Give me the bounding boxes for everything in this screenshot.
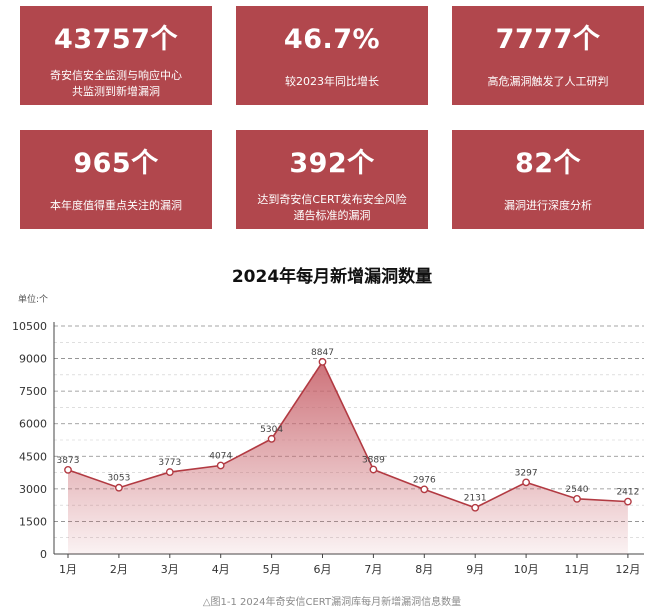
data-point [369, 465, 378, 474]
data-label: 3297 [515, 468, 538, 478]
x-tick-label: 8月 [415, 563, 433, 576]
stat-description: 漏洞进行深度分析 [458, 198, 638, 214]
x-tick-label: 10月 [514, 563, 539, 576]
x-tick-label: 9月 [466, 563, 484, 576]
stat-card: 43757个 奇安信安全监测与响应中心 共监测到新增漏洞 [20, 6, 212, 105]
data-label: 2976 [413, 475, 436, 485]
stat-description-line: 奇安信安全监测与响应中心 [50, 69, 182, 82]
x-tick-label: 6月 [314, 563, 332, 576]
stat-value: 7777个 [495, 24, 601, 55]
y-tick-label: 3000 [19, 483, 47, 496]
data-point [115, 483, 123, 492]
stat-card: 82个 漏洞进行深度分析 [452, 130, 644, 229]
data-point [318, 357, 327, 366]
data-label: 2131 [464, 494, 487, 504]
y-tick-label: 6000 [19, 418, 47, 431]
data-point [471, 503, 480, 512]
y-tick-label: 10500 [12, 320, 47, 333]
stat-description-line: 共监测到新增漏洞 [72, 85, 160, 98]
data-point [216, 461, 225, 470]
stat-value: 392个 [289, 148, 375, 179]
stat-value: 43757个 [54, 24, 178, 55]
data-point [420, 485, 429, 494]
data-label: 3053 [107, 474, 130, 484]
data-label: 3889 [362, 456, 385, 466]
series-line [67, 360, 628, 509]
data-label: 3873 [57, 456, 80, 466]
area-chart: 0 1500 3000 4500 6000 7500 9000 10500 3873 1月 3053… [12, 320, 644, 576]
stat-description: 达到奇安信CERT发布安全风险 通告标准的漏洞 [242, 192, 422, 224]
stat-description: 本年度值得重点关注的漏洞 [26, 198, 206, 214]
figure-caption: △图1-1 2024年奇安信CERT漏洞库每月新增漏洞信息数量 [202, 597, 462, 608]
data-point [522, 478, 530, 487]
x-tick-label: 2月 [110, 563, 128, 576]
stat-value: 46.7% [283, 24, 381, 55]
data-point [573, 494, 581, 503]
x-tick-label: 12月 [615, 563, 640, 576]
data-label: 8847 [311, 348, 334, 358]
stat-description-line: 漏洞进行深度分析 [504, 199, 592, 212]
unit-label: 单位:个 [18, 295, 49, 305]
stat-card: 7777个 高危漏洞触发了人工研判 [452, 6, 644, 105]
stat-description: 高危漏洞触发了人工研判 [458, 74, 638, 90]
data-point [64, 466, 72, 474]
x-tick-label: 4月 [212, 563, 230, 576]
stat-card: 46.7% 较2023年同比增长 [236, 6, 428, 105]
stat-description: 较2023年同比增长 [242, 74, 422, 90]
stat-description-line: 达到奇安信CERT发布安全风险 [257, 193, 407, 206]
x-tick-label: 11月 [565, 563, 590, 576]
x-tick-label: 1月 [59, 563, 77, 576]
data-point [624, 497, 632, 506]
stat-value: 965个 [73, 148, 159, 179]
data-point [267, 434, 276, 443]
y-tick-label: 0 [40, 548, 47, 561]
stat-card: 392个 达到奇安信CERT发布安全风险 通告标准的漏洞 [236, 130, 428, 229]
y-tick-label: 1500 [19, 515, 47, 528]
x-tick-label: 5月 [263, 563, 281, 576]
series-area [68, 361, 628, 554]
stat-value: 82个 [514, 148, 582, 179]
stat-card: 965个 本年度值得重点关注的漏洞 [20, 130, 212, 229]
stat-description-line: 通告标准的漏洞 [293, 209, 371, 222]
x-tick-label: 3月 [161, 563, 179, 576]
data-label: 4074 [209, 452, 232, 462]
chart-title: 2024年每月新增漏洞数量 [231, 267, 433, 287]
stat-description-line: 本年度值得重点关注的漏洞 [50, 199, 182, 212]
data-label: 5304 [260, 425, 283, 435]
y-tick-label: 4500 [19, 450, 47, 463]
stat-description-line: 较2023年同比增长 [285, 75, 379, 88]
y-tick-label: 9000 [19, 353, 47, 366]
y-tick-label: 7500 [19, 385, 47, 398]
stat-description: 奇安信安全监测与响应中心 共监测到新增漏洞 [26, 68, 206, 100]
data-point [165, 468, 174, 476]
data-label: 2412 [616, 488, 639, 498]
stat-description-line: 高危漏洞触发了人工研判 [487, 75, 609, 88]
x-tick-label: 7月 [364, 563, 382, 576]
data-label: 3773 [158, 458, 181, 468]
data-label: 2540 [566, 485, 589, 495]
